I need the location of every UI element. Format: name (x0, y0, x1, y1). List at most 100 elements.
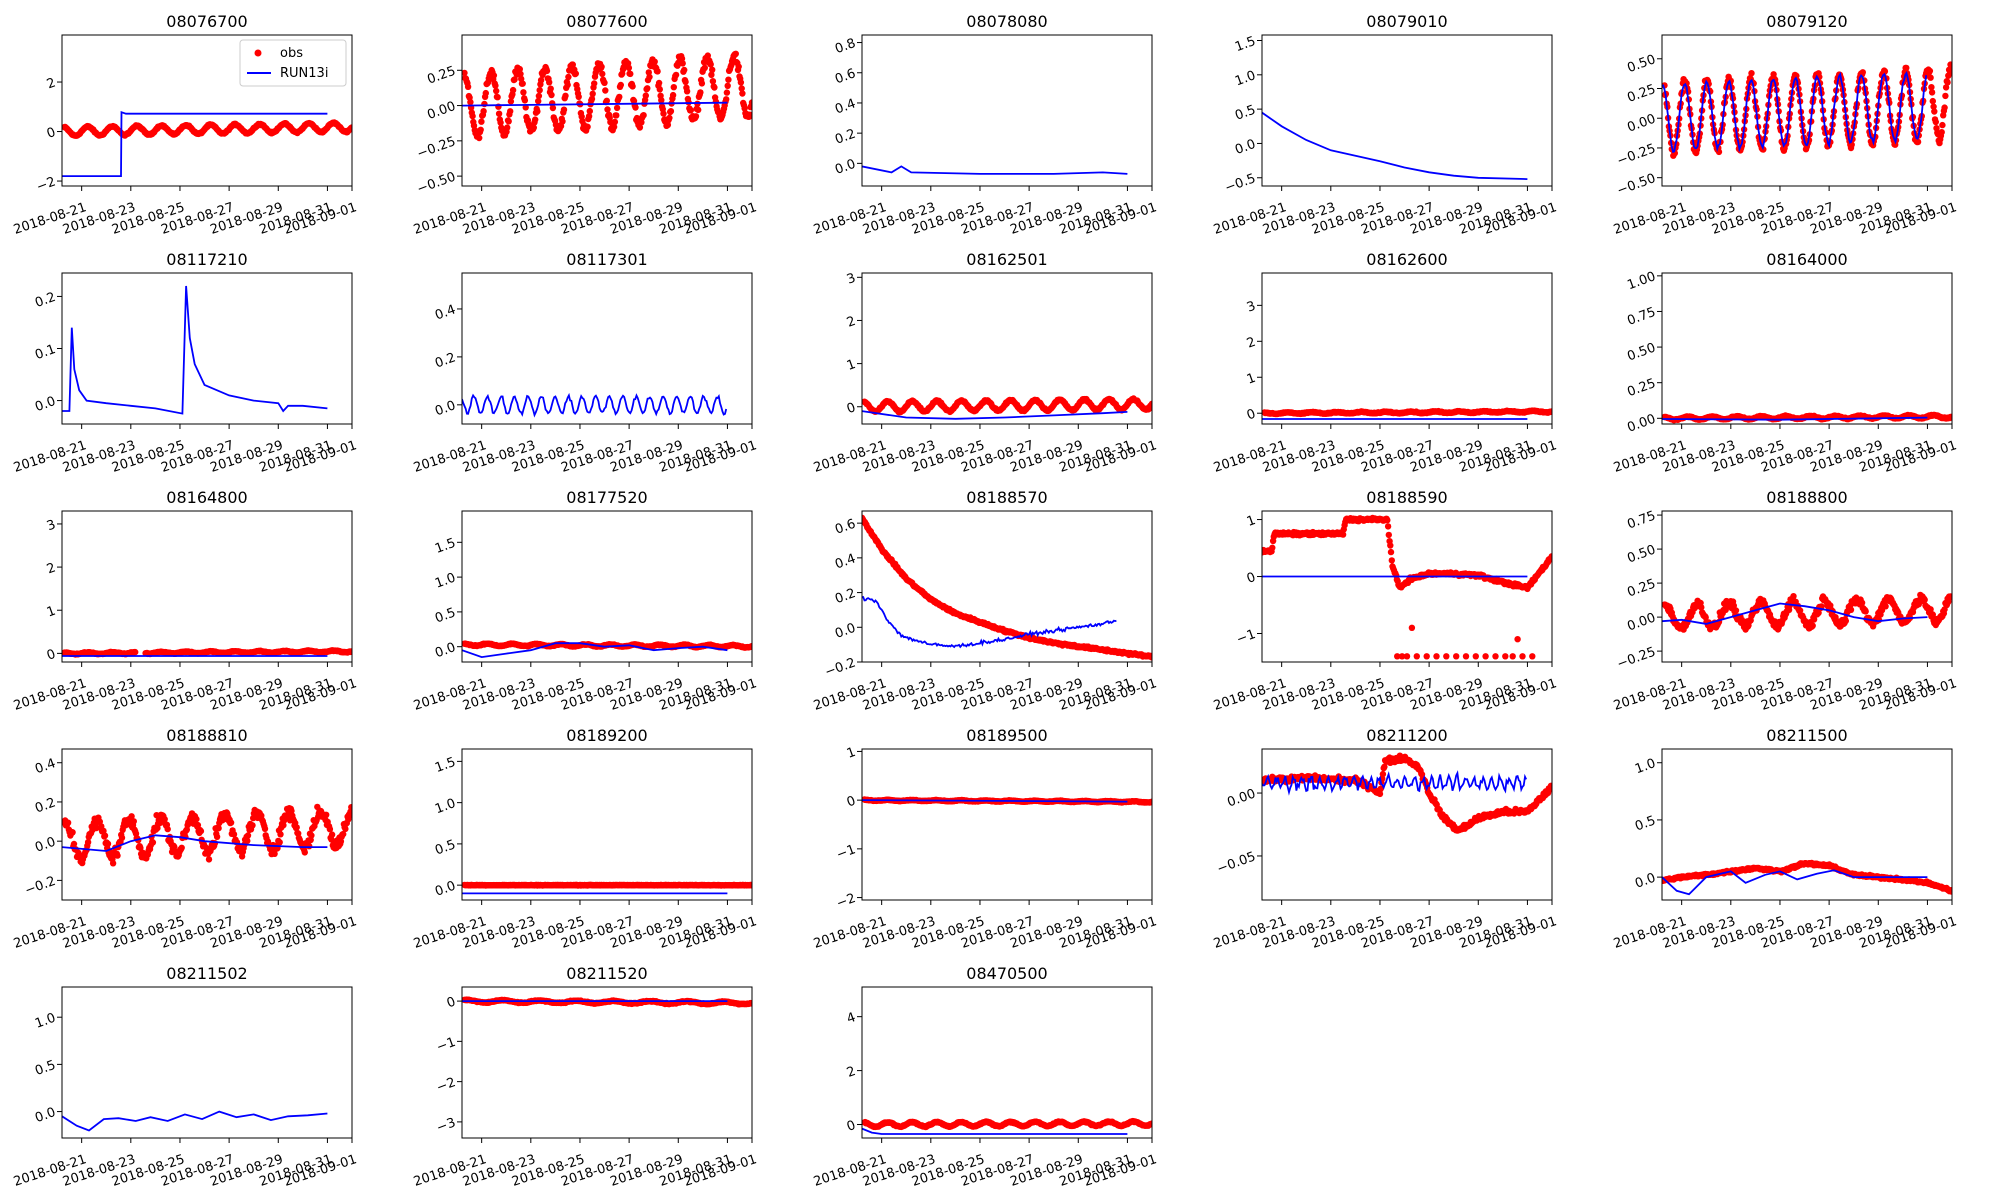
subplot-title: 08164000 (1766, 250, 1847, 269)
obs-point (197, 827, 205, 835)
y-tick-label: 1 (1245, 513, 1258, 530)
obs-point (724, 82, 731, 90)
obs-point (679, 60, 686, 67)
plot-area (62, 285, 328, 415)
obs-point (601, 79, 608, 87)
y-tick-label: 0 (45, 647, 58, 664)
y-tick-label: 2 (45, 75, 58, 92)
obs-point (507, 98, 515, 105)
subplot-08162501: 0816250101232018-08-212018-08-232018-08-… (812, 250, 1159, 476)
obs-point (534, 108, 541, 115)
obs-point (1698, 604, 1705, 611)
obs-point (227, 819, 235, 826)
obs-point (589, 90, 596, 98)
obs-point (1269, 544, 1276, 551)
obs-point (505, 118, 512, 125)
obs-point (492, 82, 499, 89)
axes-frame (1261, 34, 1553, 187)
obs-point (1862, 608, 1869, 615)
obs-point (548, 91, 555, 99)
y-tick-label: 3 (45, 517, 58, 534)
subplot-title: 08164800 (166, 488, 247, 507)
y-tick-label: −1 (1235, 627, 1258, 648)
obs-point (670, 84, 677, 91)
obs-point (1148, 654, 1152, 661)
axes-frame (61, 510, 353, 663)
y-tick-label: 0 (1245, 407, 1258, 424)
obs-point (520, 89, 527, 96)
obs-point (1926, 67, 1934, 75)
y-tick-label: 0.00 (425, 99, 457, 123)
plot-area (462, 50, 752, 142)
obs-point (104, 840, 112, 847)
obs-series (862, 514, 1152, 661)
y-tick-label: 0.00 (1625, 611, 1657, 635)
obs-point (613, 112, 620, 119)
obs-point (348, 124, 352, 131)
obs-point (616, 93, 623, 101)
obs-point (1548, 553, 1552, 560)
obs-point (738, 85, 745, 92)
y-tick-label: −0.5 (1223, 171, 1258, 196)
axes-frame (1261, 510, 1553, 663)
subplot-title: 08162600 (1366, 250, 1447, 269)
obs-point (194, 821, 202, 829)
obs-point (1932, 118, 1940, 126)
obs-point (517, 70, 524, 78)
axes-frame (461, 272, 753, 425)
subplot-08077600: 08077600−0.50−0.250.000.252018-08-212018… (412, 12, 759, 238)
y-tick-label: 2 (1245, 335, 1258, 352)
obs-point (1858, 599, 1866, 606)
obs-point (617, 81, 624, 89)
obs-point (660, 110, 667, 117)
plot-area (1262, 111, 1528, 180)
obs-point (560, 106, 568, 113)
y-tick-label: 0.0 (833, 621, 858, 642)
obs-point (1398, 653, 1406, 660)
obs-point (602, 87, 609, 94)
plot-area (862, 514, 1152, 661)
obs-point (632, 104, 639, 111)
obs-point (1453, 653, 1460, 660)
obs-point (735, 63, 742, 70)
obs-point (1433, 653, 1440, 660)
obs-point (64, 819, 72, 826)
obs-series (1262, 407, 1552, 418)
obs-point (708, 71, 715, 79)
obs-point (1730, 602, 1738, 609)
plot-area (1262, 514, 1552, 660)
obs-point (536, 87, 543, 94)
subplot-08117301: 081173010.00.20.42018-08-212018-08-23201… (412, 250, 759, 476)
obs-point (1927, 74, 1934, 81)
obs-point (666, 114, 673, 122)
obs-point (629, 83, 636, 90)
obs-point (748, 642, 752, 650)
obs-point (687, 107, 694, 114)
obs-point (564, 81, 571, 89)
y-tick-label: 0.25 (1625, 577, 1657, 601)
subplot-title: 08079010 (1366, 12, 1447, 31)
legend-sim-label: RUN13i (280, 66, 328, 81)
y-tick-label: 0.5 (433, 605, 458, 626)
obs-point (1921, 596, 1928, 603)
obs-point (535, 92, 543, 100)
obs-point (1387, 548, 1395, 556)
obs-point (497, 119, 504, 126)
y-tick-label: 0.4 (833, 551, 858, 572)
obs-point (723, 89, 731, 96)
obs-point (625, 64, 633, 72)
obs-point (530, 124, 537, 131)
obs-point (588, 95, 596, 103)
subplot-08162600: 0816260001232018-08-212018-08-232018-08-… (1212, 250, 1559, 476)
obs-point (1939, 121, 1946, 129)
y-tick-label: 1 (45, 604, 58, 621)
y-tick-label: 0.0 (1233, 137, 1258, 158)
y-tick-label: 0.00 (1625, 412, 1657, 436)
obs-point (748, 99, 752, 106)
sim-series-line (62, 285, 328, 415)
obs-point (507, 108, 514, 115)
obs-point (1847, 606, 1855, 613)
obs-point (532, 116, 539, 123)
obs-point (178, 844, 185, 851)
obs-point (546, 79, 553, 86)
